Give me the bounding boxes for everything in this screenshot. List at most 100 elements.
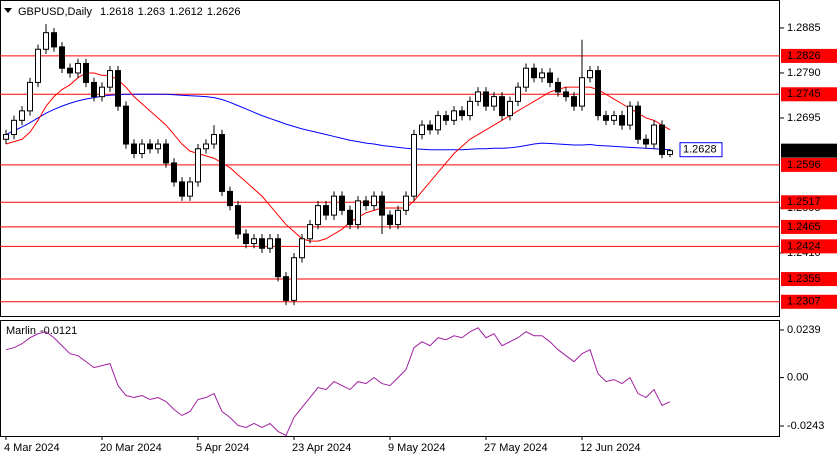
candle-body [179,181,185,197]
candle-body [291,257,297,301]
candle-body [235,205,241,235]
candle-body [331,195,337,216]
level-label: 1.2745 [787,88,821,100]
y-tick-label: 0.00 [787,372,808,384]
candle-body [19,110,25,121]
candle-body [219,134,225,192]
candle-body [275,238,281,278]
candle-body [139,143,145,154]
candle-body [123,105,129,145]
candle-body [395,209,401,226]
candle-body [35,48,41,83]
header-open: 1.2618 [100,6,134,18]
price-label-box [781,143,837,158]
candle-body [91,81,97,98]
candle-body [531,67,537,79]
candle-body [563,91,569,98]
candle-body [11,119,17,136]
candle-body [459,110,465,117]
candle-body [59,46,65,69]
x-tick-label: 4 Mar 2024 [4,442,60,454]
candle-body [267,238,273,249]
candle-body [203,143,209,150]
x-tick-label: 12 Jun 2024 [580,442,641,454]
candle-body [299,238,305,259]
candle-body [363,200,369,207]
candle-body [3,134,9,140]
level-label: 1.2465 [787,221,821,233]
candle-body [323,205,329,216]
chart-title: GBPUSD,Daily [18,6,92,18]
candle-body [115,70,121,107]
candle-body [635,105,641,140]
level-label-box [781,48,837,63]
ma-label: 1.2628 [683,144,717,156]
moving-average [5,93,671,151]
x-tick-label: 23 Apr 2024 [292,442,351,454]
candle-body [587,70,593,79]
x-tick-label: 20 Mar 2024 [100,442,162,454]
candle-body [627,105,633,126]
chart-header: GBPUSD,Daily 1.2618 1.263 1.2612 1.2626 [18,6,240,18]
candle-body [83,62,89,83]
menu-triangle [4,8,12,13]
main-panel [0,0,780,317]
candle-body [659,124,665,155]
candle-body [571,96,577,107]
y-tick-label: 1.2790 [787,67,821,79]
price-label: 1.2626 [787,145,821,157]
candle-body [307,224,313,240]
candle-body [491,96,497,107]
candle-body [643,138,649,145]
indicator-header: Marlin -0.0121 [6,325,77,337]
candle-body [619,115,625,126]
x-tick-label: 27 May 2024 [484,442,548,454]
moving-average [5,72,671,242]
candle-body [283,276,289,301]
level-label: 1.2596 [787,159,821,171]
candle-body [27,81,33,112]
header-close: 1.2626 [207,6,241,18]
candle-body [443,115,449,121]
candle-body [483,91,489,107]
candle-body [131,143,137,154]
candle-body [43,32,49,50]
indicator-panel [0,320,780,437]
candle-body [107,70,113,88]
candle-body [387,214,393,226]
y-tick-label: 1.2885 [787,22,821,34]
level-label-box [781,157,837,172]
level-label: 1.2424 [787,240,821,252]
candle-body [347,209,353,226]
candle-body [51,32,57,48]
candle-body [515,86,521,102]
candle-body [195,148,201,183]
candle-body [259,238,265,249]
candle-body [547,72,553,83]
y-tick-label: 1.2695 [787,112,821,124]
candle-body [595,70,601,117]
header-high: 1.263 [138,6,166,18]
candle-body [67,67,73,74]
candle-body [243,233,249,245]
level-label: 1.2517 [787,196,821,208]
y-tick-label: -0.0243 [787,420,824,432]
header-low: 1.2612 [169,6,203,18]
candle-body [163,143,169,164]
candle-body [611,115,617,121]
level-label: 1.2826 [787,50,821,62]
candle-body [651,124,657,145]
candle-body [155,143,161,150]
candle-body [379,195,385,216]
candle-body [75,62,81,74]
candle-body [355,200,361,226]
level-label-box [781,239,837,254]
candle-body [475,91,481,102]
candle-body [539,72,545,79]
candle-body [99,86,105,98]
candle-body [211,134,217,145]
candle-body [579,77,585,107]
candle-body [227,190,233,207]
candle-body [467,100,473,117]
